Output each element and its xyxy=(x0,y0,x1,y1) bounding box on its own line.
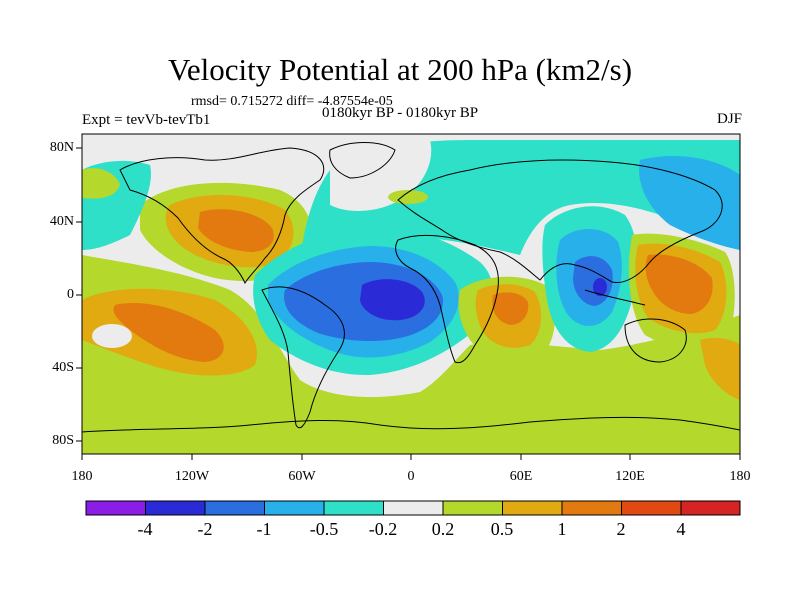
period-label: 0180kyr BP - 0180kyr BP xyxy=(322,105,479,121)
y-label-0: 0 xyxy=(67,287,74,302)
x-label-120e: 120E xyxy=(615,469,645,484)
coast-indonesia xyxy=(584,289,646,306)
map-title: Velocity Potential at 200 hPa (km2/s) xyxy=(167,52,633,87)
experiment-label: Expt = tevVb-tevTb1 xyxy=(82,112,211,128)
colorbar-box-0 xyxy=(85,500,146,516)
contour-namerica-darkorange xyxy=(198,209,274,252)
coast-europe-asia xyxy=(397,159,723,284)
colorbar xyxy=(85,500,741,516)
coast-north-america xyxy=(119,147,325,285)
x-label-60e: 60E xyxy=(509,469,533,484)
contour-field xyxy=(82,134,740,454)
colorbar-label-5: 0.2 xyxy=(431,519,455,539)
coast-south-america xyxy=(261,286,345,429)
contour-africa-darkorange xyxy=(492,292,529,325)
coast-greenland xyxy=(329,142,396,179)
colorbar-label-4: -0.2 xyxy=(368,519,398,539)
y-label-80n: 80N xyxy=(49,140,74,155)
contour-wpacific-darkorange xyxy=(645,254,713,314)
y-label-80s: 80S xyxy=(52,433,74,448)
coast-africa xyxy=(395,235,499,364)
contour-atlantic-core xyxy=(360,279,425,321)
x-label-180e: 180 xyxy=(729,469,751,484)
colorbar-label-0: -4 xyxy=(137,519,153,539)
contour-hole xyxy=(92,324,132,348)
x-label-180w: 180 xyxy=(71,469,93,484)
axis-ticks xyxy=(76,147,741,460)
contour-npacific-green xyxy=(82,168,120,199)
colorbar-label-2: -1 xyxy=(256,519,272,539)
colorbar-box-3 xyxy=(264,500,325,516)
colorbar-label-7: 1 xyxy=(557,519,567,539)
colorbar-label-1: -2 xyxy=(197,519,213,539)
coast-antarctica xyxy=(82,416,740,433)
x-label-60w: 60W xyxy=(288,469,316,484)
colorbar-box-6 xyxy=(442,500,503,516)
colorbar-box-4 xyxy=(323,500,384,516)
colorbar-label-9: 4 xyxy=(676,519,686,539)
colorbar-box-2 xyxy=(204,500,265,516)
season-label: DJF xyxy=(716,111,742,127)
contour-north-lightblue xyxy=(639,155,740,250)
y-label-40n: 40N xyxy=(49,214,74,229)
contour-epacific-orange xyxy=(700,337,740,400)
contour-south-green xyxy=(82,255,740,454)
colorbar-box-7 xyxy=(502,500,563,516)
colorbar-label-6: 0.5 xyxy=(490,519,514,539)
stats-text: rmsd= 0.715272 diff= -4.87554e-05 xyxy=(191,94,393,109)
y-label-40s: 40S xyxy=(52,360,74,375)
colorbar-label-8: 2 xyxy=(616,519,626,539)
coastlines xyxy=(82,142,740,433)
x-label-120w: 120W xyxy=(174,469,210,484)
colorbar-label-3: -0.5 xyxy=(309,519,339,539)
colorbar-box-1 xyxy=(145,500,206,516)
colorbar-box-5 xyxy=(383,500,444,516)
x-label-0: 0 xyxy=(407,469,415,484)
colorbar-box-9 xyxy=(621,500,682,516)
contour-asia-core xyxy=(593,278,607,296)
contour-pacific-darkorange xyxy=(113,302,224,362)
coast-australia xyxy=(624,318,687,363)
colorbar-box-10 xyxy=(680,500,741,516)
colorbar-box-8 xyxy=(561,500,622,516)
